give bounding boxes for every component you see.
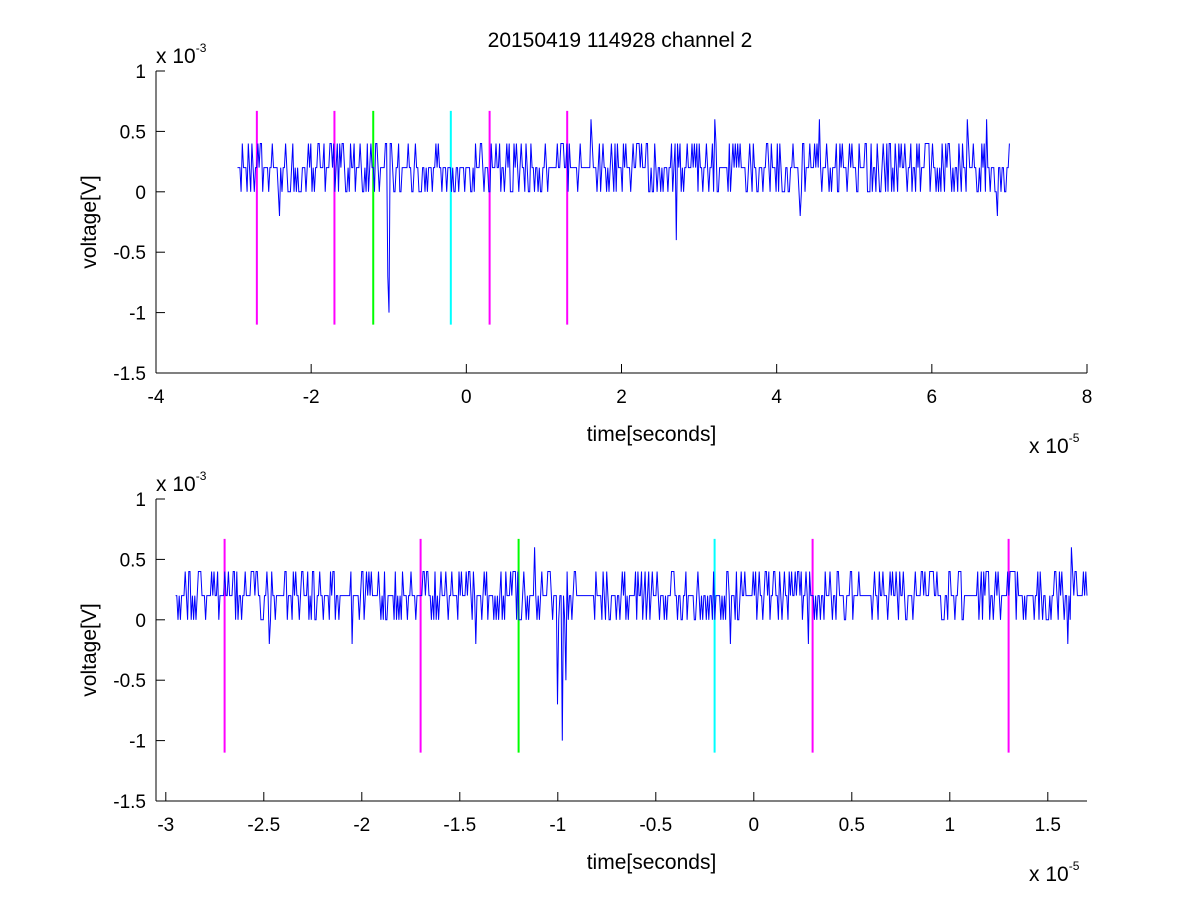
y-multiplier-exponent: -3	[196, 469, 207, 483]
x-multiplier: x 10-5	[1029, 859, 1080, 886]
y-tick-label: -1.5	[113, 792, 146, 813]
x-multiplier-base: x 10	[1029, 863, 1069, 886]
y-axis-label: voltage[V]	[78, 603, 101, 696]
tick-labels: -4 -2 0 2 4 6 8 -1.5 -1 -0.5 0 0.5 1	[113, 62, 1092, 408]
signal-line	[237, 119, 1010, 313]
axes-frame	[155, 498, 1087, 802]
x-multiplier-exponent: -5	[1069, 431, 1080, 445]
y-tick-label: -1.5	[113, 364, 146, 385]
x-tick-label: 0	[749, 815, 760, 836]
x-tick-label: 4	[771, 387, 782, 408]
x-tick-label: 6	[927, 387, 938, 408]
y-tick-label: -1	[129, 304, 146, 325]
signal-trace	[237, 119, 1010, 313]
y-axis-label: voltage[V]	[78, 175, 101, 268]
x-tick-label: 2	[616, 387, 627, 408]
x-multiplier-exponent: -5	[1069, 859, 1080, 873]
y-tick-label: 0	[135, 611, 146, 632]
x-tick-label: 0	[461, 387, 472, 408]
x-tick-label: -4	[148, 387, 165, 408]
subplot-top: -4 -2 0 2 4 6 8 -1.5 -1 -0.5 0 0.5 1 time[seconds] v…	[78, 41, 1092, 458]
y-tick-label: -1	[129, 732, 146, 753]
x-multiplier-base: x 10	[1029, 435, 1069, 458]
x-tick-label: -1.5	[443, 815, 476, 836]
y-tick-label: -0.5	[113, 671, 146, 692]
x-tick-label: 0.5	[839, 815, 865, 836]
y-tick-label: 0.5	[120, 550, 146, 571]
x-tick-label: -2.5	[247, 815, 280, 836]
y-tick-label: 1	[135, 490, 146, 511]
tick-labels: -3 -2.5 -2 -1.5 -1 -0.5 0 0.5 1 1.5 -1.5 -1 -0.5 0 0.5…	[113, 490, 1061, 836]
marker-lines	[223, 538, 1010, 753]
x-tick-label: -0.5	[639, 815, 672, 836]
x-tick-label: -3	[157, 815, 174, 836]
y-tick-label: 1	[135, 62, 146, 83]
x-tick-label: 8	[1082, 387, 1093, 408]
y-tick-label: 0	[135, 183, 146, 204]
x-tick-label: -1	[549, 815, 566, 836]
y-multiplier-base: x 10	[156, 45, 196, 68]
axes-frame	[155, 70, 1088, 374]
y-multiplier: x 10-3	[156, 41, 207, 68]
y-multiplier-exponent: -3	[196, 41, 207, 55]
x-multiplier: x 10-5	[1029, 431, 1080, 458]
y-tick-label: -0.5	[113, 243, 146, 264]
signal-trace	[175, 547, 1088, 741]
x-axis-label: time[seconds]	[587, 851, 717, 874]
x-tick-label: 1.5	[1035, 815, 1061, 836]
x-tick-label: -2	[303, 387, 320, 408]
y-multiplier: x 10-3	[156, 469, 207, 496]
y-tick-label: 0.5	[120, 122, 146, 143]
subplot-bottom: -3 -2.5 -2 -1.5 -1 -0.5 0 0.5 1 1.5 -1.5 -1 -0.5 0 0.5…	[78, 469, 1088, 886]
figure-title: 20150419 114928 channel 2	[488, 29, 753, 52]
signal-line	[175, 547, 1088, 741]
x-tick-label: 1	[945, 815, 956, 836]
x-axis-label: time[seconds]	[587, 423, 717, 446]
y-multiplier-base: x 10	[156, 473, 196, 496]
x-tick-label: -2	[353, 815, 370, 836]
